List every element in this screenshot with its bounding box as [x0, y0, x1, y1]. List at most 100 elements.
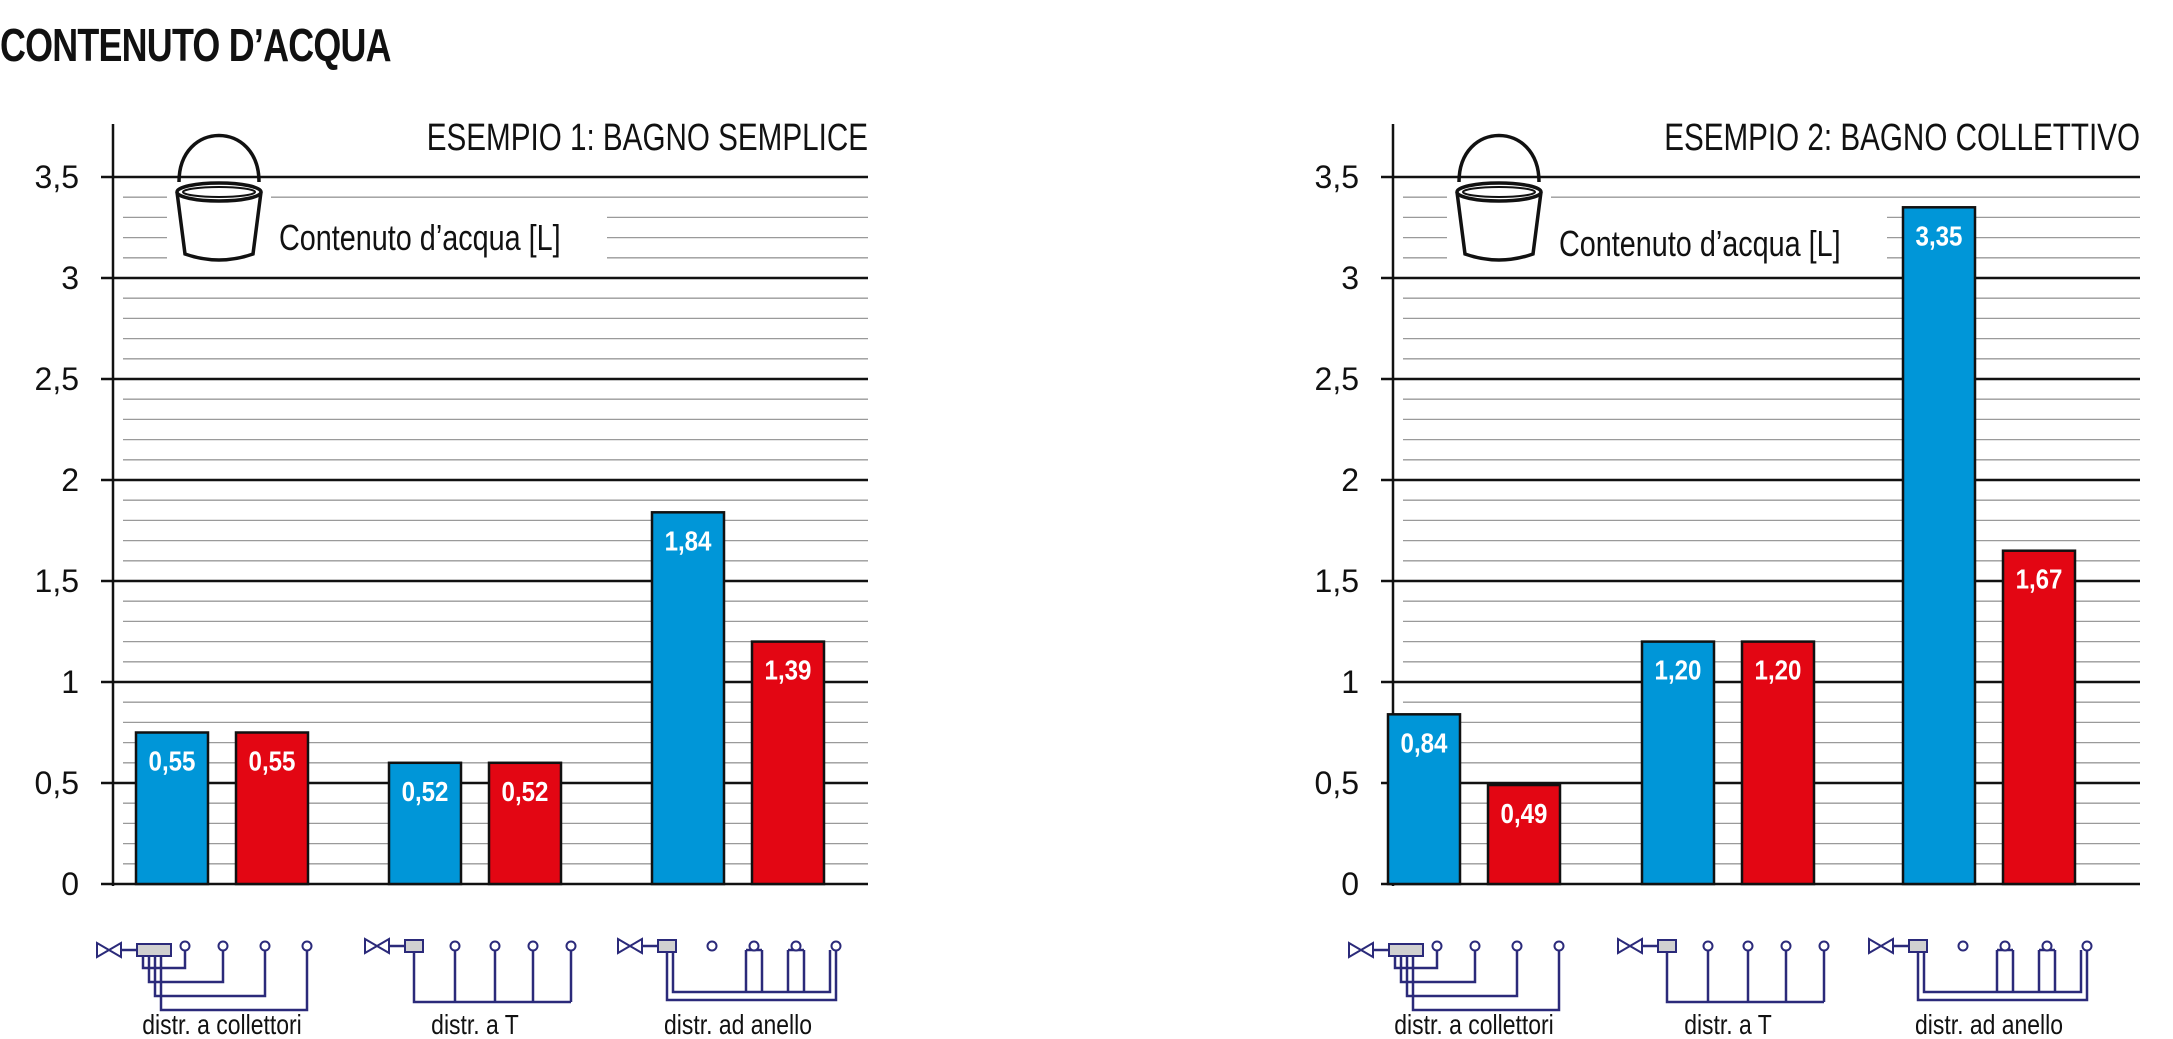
bar-data-label: 0,55	[249, 745, 296, 777]
bar-data-label: 1,67	[2016, 563, 2063, 595]
y-tick-label: 3,5	[1315, 159, 1359, 195]
pipe-line	[1399, 950, 1477, 984]
distribution-diagram	[96, 940, 313, 1012]
category-label: distr. a T	[431, 1010, 519, 1039]
outlet-circle	[1780, 940, 1792, 952]
bar-data-label: 3,35	[1916, 220, 1963, 252]
outlet-circle	[259, 940, 271, 952]
outlet-circle	[1553, 940, 1565, 952]
chart-1: 0 0,5 1 1,5 2 2,5 3 3,5 ESEMPIO 1: BAGNO SEMPLIC…	[35, 117, 868, 1039]
category-label: distr. a T	[1684, 1010, 1772, 1039]
outlet-circle	[1469, 940, 1481, 952]
chart-2: 0 0,5 1 1,5 2 2,5 3 3,5 ESEMPIO 2: BAGNO COLLETT…	[1315, 117, 2140, 1039]
outlet-circle	[527, 940, 539, 952]
pipe-line	[147, 950, 225, 984]
y-tick-label: 3	[1341, 260, 1359, 296]
y-tick-label: 2	[61, 462, 79, 498]
distribution-diagram	[1617, 937, 1830, 1004]
pipe-line	[1922, 950, 2083, 994]
valve-icon	[1617, 937, 1643, 955]
outlet-circle	[1818, 940, 1830, 952]
bar-blue	[1901, 206, 1977, 886]
outlet-circle	[790, 940, 802, 952]
pipe-line	[1393, 950, 1439, 970]
valve-icon	[1348, 941, 1374, 959]
pipe-line	[1405, 950, 1519, 998]
page-title: CONTENUTO D’ACQUA	[0, 19, 392, 71]
outlet-circle	[706, 940, 718, 952]
outlet-circle	[748, 940, 760, 952]
bar-blue	[1640, 640, 1716, 886]
manifold-box	[136, 943, 172, 957]
chart-title: ESEMPIO 1: BAGNO SEMPLICE	[427, 117, 868, 159]
fitting-box	[404, 939, 424, 953]
outlet-circle	[2041, 940, 2053, 952]
outlet-circle	[1431, 940, 1443, 952]
pipe-line	[671, 950, 832, 994]
distribution-diagram	[364, 937, 577, 1004]
outlet-circle	[179, 940, 191, 952]
outlet-circle	[1511, 940, 1523, 952]
bar-data-label: 1,39	[765, 654, 812, 686]
pipe-line	[153, 950, 267, 998]
category-label: distr. ad anello	[664, 1010, 812, 1039]
bucket-rim-inner	[1462, 186, 1536, 198]
category-label: distr. a collettori	[142, 1010, 301, 1039]
bucket-body	[1455, 191, 1543, 262]
chart-subtitle: Contenuto d’acqua [L]	[279, 217, 561, 258]
category-label: distr. ad anello	[1915, 1010, 2063, 1039]
valve-icon	[364, 937, 390, 955]
bar-blue	[387, 761, 463, 886]
fitting-box	[657, 939, 677, 953]
bucket-body	[175, 191, 263, 262]
pipe-line	[141, 950, 187, 970]
valve-icon	[96, 941, 122, 959]
outlet-circle	[1999, 940, 2011, 952]
y-tick-label: 2,5	[35, 361, 79, 397]
y-tick-label: 0,5	[1315, 765, 1359, 801]
fitting-box	[1908, 939, 1928, 953]
bar-red	[1486, 783, 1562, 886]
outlet-circle	[301, 940, 313, 952]
bar-data-label: 0,52	[502, 775, 549, 807]
valve-shape	[1617, 937, 1643, 955]
bar-red	[750, 640, 826, 886]
bar-blue	[1386, 713, 1462, 886]
bar-data-label: 0,49	[1501, 797, 1548, 829]
valve-icon	[1868, 937, 1894, 955]
distribution-diagram	[1348, 940, 1565, 1012]
outlet-circle	[1742, 940, 1754, 952]
y-tick-label: 1,5	[1315, 563, 1359, 599]
pipe-line	[159, 950, 309, 1012]
bucket-rim-inner	[182, 186, 256, 198]
outlet-circle	[217, 940, 229, 952]
water-bucket-icon	[167, 133, 271, 270]
y-tick-label: 1,5	[35, 563, 79, 599]
outlet-circle	[489, 940, 501, 952]
manifold-box	[1388, 943, 1424, 957]
y-tick-label: 3	[61, 260, 79, 296]
distribution-diagram	[617, 937, 842, 1002]
subtitle-background	[271, 210, 607, 262]
bar-data-label: 1,20	[1755, 654, 1802, 686]
bucket-rim	[175, 181, 263, 203]
outlet-circle	[565, 940, 577, 952]
pipe-line	[412, 952, 571, 1004]
y-tick-label: 0	[61, 866, 79, 902]
bucket-handle	[177, 133, 261, 183]
distribution-diagram	[1868, 937, 2093, 1002]
bar-data-label: 1,20	[1655, 654, 1702, 686]
pipe-line	[1916, 950, 2089, 1002]
chart-title: ESEMPIO 2: BAGNO COLLETTIVO	[1664, 117, 2140, 159]
bar-data-label: 1,84	[665, 525, 712, 557]
y-tick-label: 0,5	[35, 765, 79, 801]
pipe-line	[786, 948, 806, 992]
valve-shape	[96, 941, 122, 959]
valve-shape	[1868, 937, 1894, 955]
y-tick-label: 3,5	[35, 159, 79, 195]
y-tick-label: 1	[61, 664, 79, 700]
category-label: distr. a collettori	[1394, 1010, 1553, 1039]
bar-data-label: 0,52	[402, 775, 449, 807]
outlet-circle	[1957, 940, 1969, 952]
